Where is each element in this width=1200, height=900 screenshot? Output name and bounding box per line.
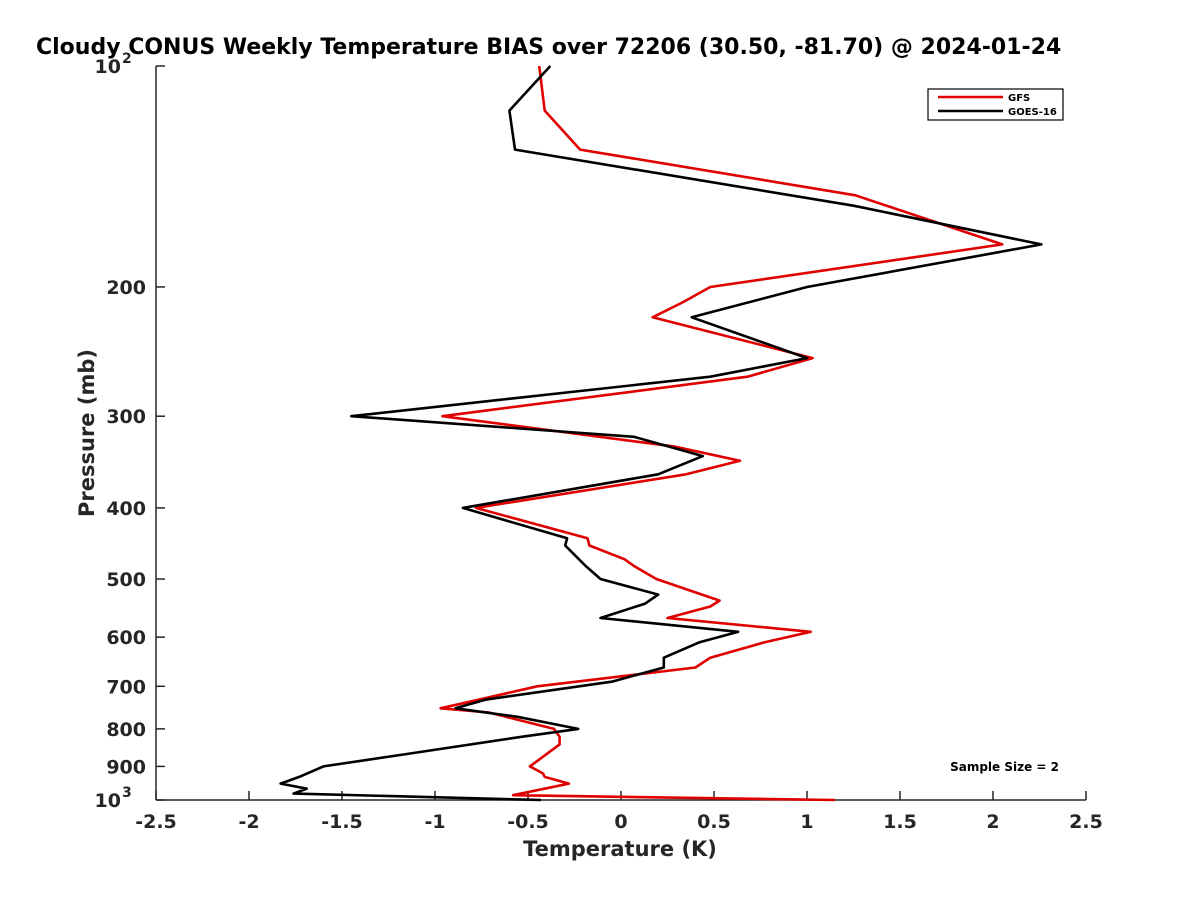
y-tick-label: 700 bbox=[106, 676, 146, 698]
y-tick-exponent-top: 2 bbox=[122, 51, 132, 67]
x-tick-label: 2.5 bbox=[1069, 811, 1103, 833]
series-line-gfs bbox=[439, 65, 1004, 802]
chart-title: Cloudy CONUS Weekly Temperature BIAS ove… bbox=[36, 35, 1061, 60]
y-axis-title: Pressure (mb) bbox=[75, 349, 99, 517]
x-tick-label: -1 bbox=[424, 811, 445, 833]
y-tick-label-top: 10 bbox=[95, 56, 121, 78]
sample-size-annotation: Sample Size = 2 bbox=[950, 760, 1059, 774]
y-tick-label: 300 bbox=[106, 406, 146, 428]
y-tick-label: 900 bbox=[106, 756, 146, 778]
x-axis-title: Temperature (K) bbox=[523, 837, 717, 861]
y-tick-label: 400 bbox=[106, 498, 146, 520]
y-tick-label: 600 bbox=[106, 627, 146, 649]
x-tick-label: 2 bbox=[986, 811, 999, 833]
legend-box bbox=[927, 88, 1064, 121]
y-tick-label: 800 bbox=[106, 719, 146, 741]
x-tick-label: 0.5 bbox=[697, 811, 731, 833]
legend: GFS GOES-16 bbox=[927, 88, 1064, 121]
y-tick-label-bottom: 10 bbox=[95, 790, 121, 812]
x-tick-label: 0 bbox=[614, 811, 627, 833]
legend-label: GFS bbox=[1008, 93, 1030, 104]
y-tick-label: 500 bbox=[106, 569, 146, 591]
legend-label: GOES-16 bbox=[1008, 107, 1057, 118]
y-tick-label: 200 bbox=[106, 277, 146, 299]
x-tick-label: -0.5 bbox=[507, 811, 549, 833]
plot-area: -2.5 -2 -1.5 -1 -0.5 0 0.5 1 1.5 2 2.5 200 300 400 500… bbox=[95, 51, 1103, 833]
y-tick-exponent-bottom: 3 bbox=[122, 785, 132, 801]
x-tick-label: -2 bbox=[238, 811, 259, 833]
x-tick-label: 1.5 bbox=[883, 811, 917, 833]
x-tick-label: -1.5 bbox=[321, 811, 363, 833]
x-tick-label: 1 bbox=[800, 811, 813, 833]
series-line-goes-16 bbox=[279, 65, 1043, 802]
x-tick-label: -2.5 bbox=[135, 811, 177, 833]
